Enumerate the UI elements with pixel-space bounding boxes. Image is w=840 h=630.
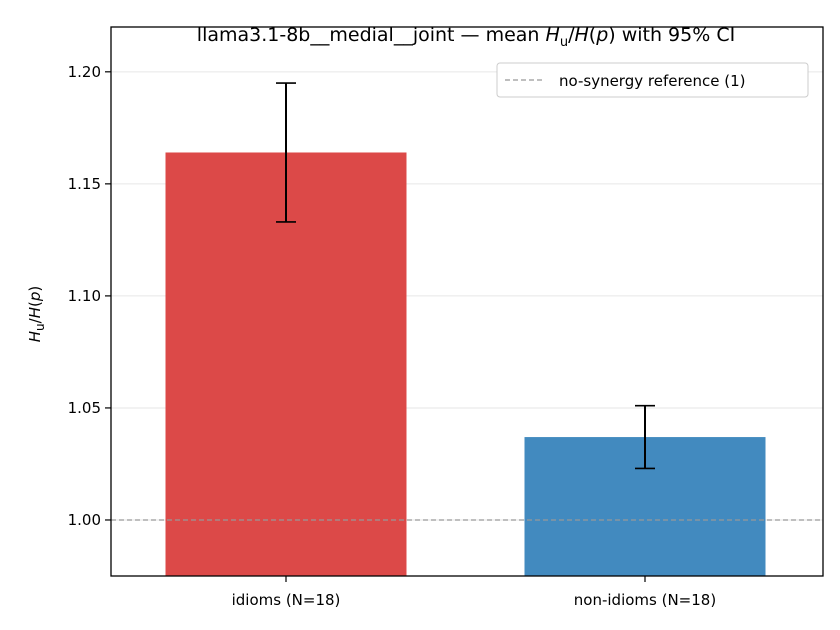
y-axis-ticks: 1.00 1.05 1.10 1.15 1.20: [68, 63, 111, 529]
chart-title-suffix: with 95% CI: [616, 24, 736, 46]
legend: no-synergy reference (1): [496, 62, 809, 98]
y-tick-label: 1.10: [68, 287, 101, 305]
y-axis-label: Hu/H(p): [26, 286, 47, 342]
plot-frame: [110, 26, 824, 577]
chart-title-prefix: llama3.1-8b__medial__joint — mean: [197, 24, 546, 46]
x-tick-label: idioms (N=18): [232, 591, 341, 609]
legend-label: no-synergy reference (1): [559, 72, 746, 90]
y-tick-label: 1.00: [68, 511, 101, 529]
x-tick-label: non-idioms (N=18): [574, 591, 716, 609]
chart-title: llama3.1-8b__medial__joint — mean Hu/H(p…: [197, 24, 735, 50]
legend-box: [496, 62, 809, 98]
error-bars: [276, 82, 655, 470]
bars: [165, 152, 766, 576]
bar: [165, 152, 407, 576]
y-tick-label: 1.20: [68, 63, 101, 81]
x-axis-ticks: idioms (N=18) non-idioms (N=18): [232, 576, 716, 609]
y-tick-label: 1.05: [68, 399, 101, 417]
y-tick-label: 1.15: [68, 175, 101, 193]
